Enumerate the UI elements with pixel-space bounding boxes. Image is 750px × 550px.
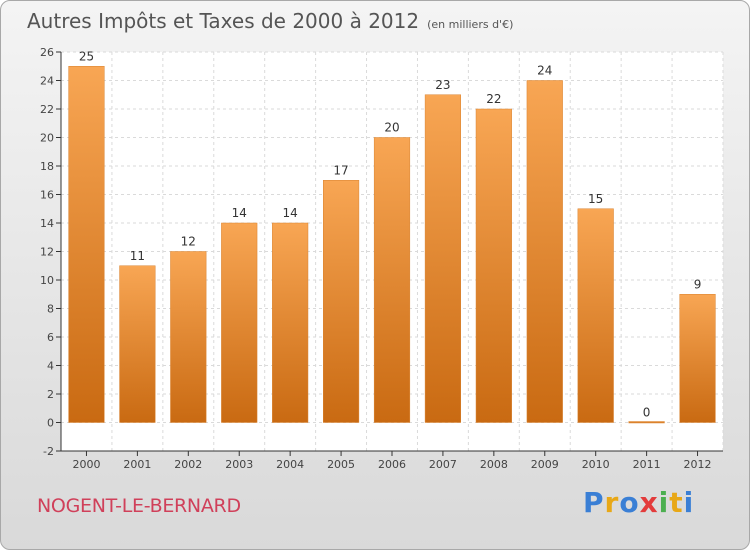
bar-2012 [679, 294, 716, 423]
commune-name: NOGENT-LE-BERNARD [37, 495, 241, 517]
bar-2005 [323, 180, 360, 423]
y-tick-label: 16 [40, 189, 54, 202]
y-tick-label: 12 [40, 246, 54, 259]
bar-2003 [221, 222, 258, 423]
bars: 25 11 12 14 14 17 20 23 22 24 15 0 9 [68, 49, 716, 424]
logo-letter: r [604, 486, 620, 519]
chart-unit-note: (en milliers d'€) [427, 18, 514, 31]
bar-2007 [424, 94, 461, 423]
y-tick-label: 6 [47, 331, 54, 344]
y-tick-label: 14 [40, 217, 54, 230]
y-tick-label: -2 [43, 445, 54, 458]
y-tick-label: 2 [47, 388, 54, 401]
x-tick-label-2009: 2009 [531, 458, 559, 471]
x-tick-label-2008: 2008 [480, 458, 508, 471]
value-label-2000: 25 [79, 49, 94, 63]
y-tick-label: 18 [40, 160, 54, 173]
value-label-2011: 0 [643, 406, 651, 420]
value-label-2003: 14 [232, 206, 247, 220]
y-tick-label: 24 [40, 75, 54, 88]
value-label-2006: 20 [384, 121, 399, 135]
y-tick-label: 4 [47, 360, 54, 373]
y-tick-label: 10 [40, 274, 54, 287]
chart-title-text: Autres Impôts et Taxes de 2000 à 2012 [27, 9, 420, 33]
logo-letter: P [583, 486, 605, 519]
y-tick-label: 22 [40, 103, 54, 116]
x-tick-label-2000: 2000 [72, 458, 100, 471]
value-label-2001: 11 [130, 249, 145, 263]
bar-2000 [68, 66, 105, 423]
bar-2008 [475, 108, 512, 423]
bar-2004 [272, 222, 309, 423]
bar-2009 [526, 80, 563, 423]
bar-2002 [170, 251, 207, 423]
bar-2001 [119, 265, 156, 423]
logo-letter: o [619, 486, 640, 519]
x-tick-label-2004: 2004 [276, 458, 304, 471]
y-tick-label: 26 [40, 46, 54, 59]
x-tick-label-2011: 2011 [633, 458, 661, 471]
bar-2010 [577, 208, 614, 423]
x-tick-label-2010: 2010 [582, 458, 610, 471]
logo-letter: t [669, 486, 684, 519]
bar-2006 [373, 137, 411, 423]
logo-letter: i [658, 486, 670, 519]
value-label-2008: 22 [486, 92, 501, 106]
bar-2011 [628, 421, 665, 424]
x-tick-label-2005: 2005 [327, 458, 355, 471]
value-label-2004: 14 [283, 206, 298, 220]
proxiti-logo: Proxiti [583, 486, 694, 519]
x-tick-label-2003: 2003 [225, 458, 253, 471]
value-label-2012: 9 [694, 277, 702, 291]
value-label-2009: 24 [537, 64, 552, 78]
y-tick-label: 20 [40, 132, 54, 145]
value-label-2002: 12 [181, 235, 196, 249]
logo-letter: x [639, 486, 659, 519]
y-tick-label: 0 [47, 417, 54, 430]
chart-title: Autres Impôts et Taxes de 2000 à 2012 (en… [27, 9, 513, 33]
value-label-2007: 23 [435, 78, 450, 92]
x-tick-label-2002: 2002 [174, 458, 202, 471]
value-label-2010: 15 [588, 192, 603, 206]
x-tick-label-2007: 2007 [429, 458, 457, 471]
x-tick-label-2001: 2001 [123, 458, 151, 471]
y-tick-label: 8 [47, 303, 54, 316]
logo-letter: i [683, 486, 695, 519]
value-label-2005: 17 [333, 163, 348, 177]
x-tick-label-2006: 2006 [378, 458, 406, 471]
x-tick-label-2012: 2012 [684, 458, 712, 471]
